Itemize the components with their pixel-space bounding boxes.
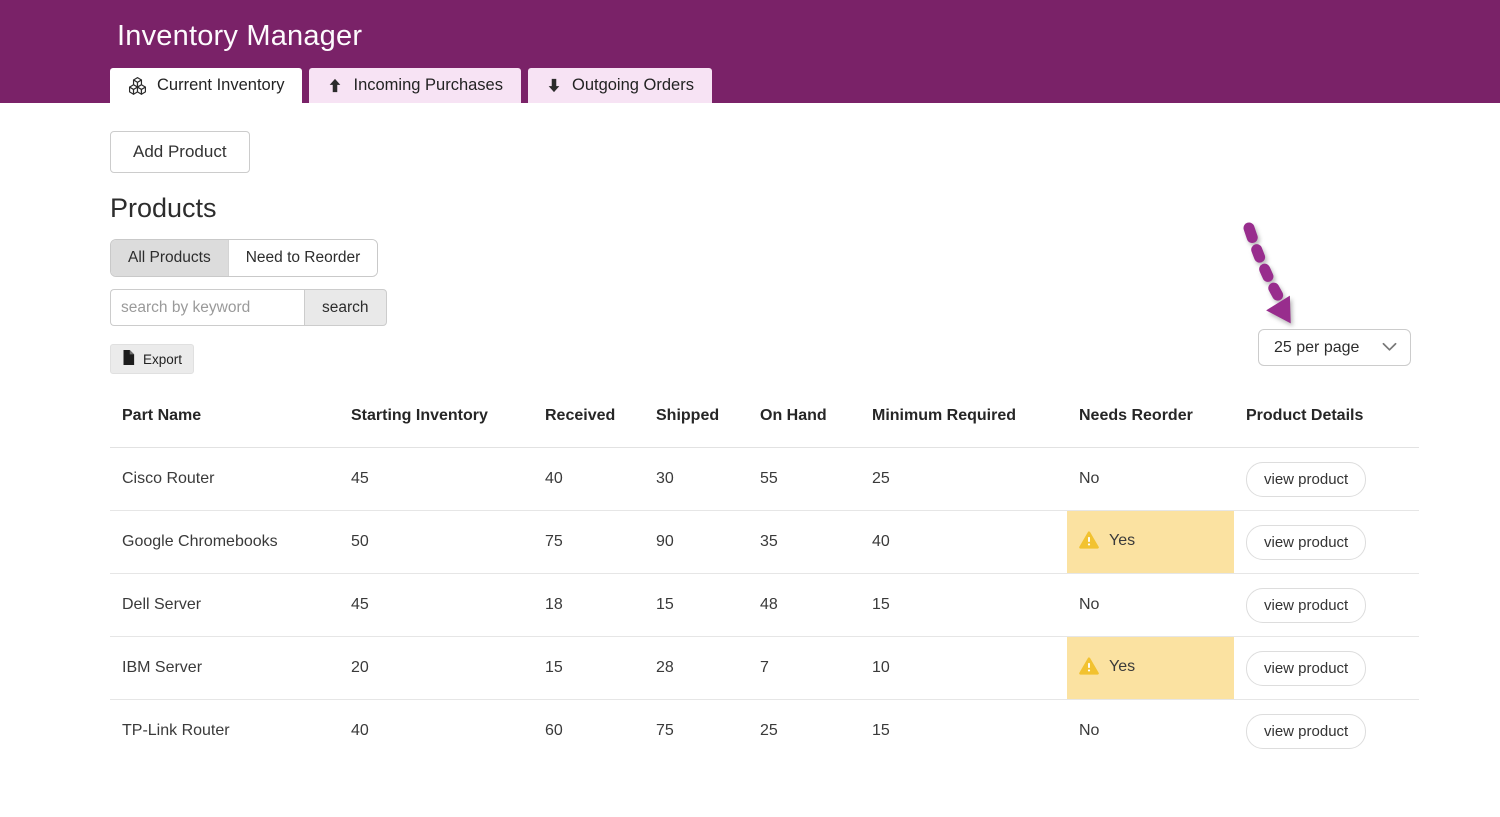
- cell-starting-inventory: 40: [339, 700, 533, 763]
- needs-reorder-value: No: [1079, 722, 1099, 739]
- table-row: TP-Link Router 40 60 75 25 15 No view pr…: [110, 700, 1419, 763]
- view-product-button[interactable]: view product: [1246, 651, 1366, 686]
- col-product-details: Product Details: [1234, 395, 1419, 448]
- warning-icon: [1079, 657, 1099, 680]
- cell-starting-inventory: 20: [339, 637, 533, 700]
- cell-part-name: Google Chromebooks: [110, 511, 339, 574]
- cell-minimum-required: 15: [860, 574, 1067, 637]
- view-product-button[interactable]: view product: [1246, 588, 1366, 623]
- app-title: Inventory Manager: [0, 0, 1500, 53]
- cell-product-details: view product: [1234, 637, 1419, 700]
- cell-minimum-required: 40: [860, 511, 1067, 574]
- cell-shipped: 15: [644, 574, 748, 637]
- needs-reorder-value: Yes: [1109, 532, 1135, 549]
- arrow-up-icon: [327, 77, 343, 94]
- filter-need-to-reorder-button[interactable]: Need to Reorder: [228, 240, 378, 276]
- cell-received: 75: [533, 511, 644, 574]
- file-icon: [122, 350, 135, 368]
- view-product-button[interactable]: view product: [1246, 525, 1366, 560]
- cell-on-hand: 7: [748, 637, 860, 700]
- export-button[interactable]: Export: [110, 344, 194, 374]
- cell-received: 40: [533, 448, 644, 511]
- product-filter-group: All Products Need to Reorder: [110, 239, 378, 277]
- col-received: Received: [533, 395, 644, 448]
- cell-part-name: TP-Link Router: [110, 700, 339, 763]
- cell-received: 60: [533, 700, 644, 763]
- search-input[interactable]: [110, 289, 304, 326]
- filter-all-products-button[interactable]: All Products: [111, 240, 228, 276]
- cell-needs-reorder: Yes: [1067, 637, 1234, 700]
- tab-label: Outgoing Orders: [572, 76, 694, 95]
- tab-current-inventory[interactable]: Current Inventory: [110, 68, 302, 110]
- table-body: Cisco Router 45 40 30 55 25 No view prod…: [110, 448, 1419, 763]
- cell-received: 18: [533, 574, 644, 637]
- cell-part-name: Dell Server: [110, 574, 339, 637]
- cell-received: 15: [533, 637, 644, 700]
- search-row: search: [110, 289, 374, 326]
- col-minimum-required: Minimum Required: [860, 395, 1067, 448]
- cell-needs-reorder: No: [1067, 448, 1234, 511]
- table-row: Google Chromebooks 50 75 90 35 40 Yes vi…: [110, 511, 1419, 574]
- table-row: IBM Server 20 15 28 7 10 Yes view produc…: [110, 637, 1419, 700]
- cell-starting-inventory: 45: [339, 448, 533, 511]
- cell-minimum-required: 10: [860, 637, 1067, 700]
- col-part-name: Part Name: [110, 395, 339, 448]
- warning-icon: [1079, 531, 1099, 554]
- cell-on-hand: 55: [748, 448, 860, 511]
- cell-shipped: 75: [644, 700, 748, 763]
- cell-product-details: view product: [1234, 448, 1419, 511]
- view-product-button[interactable]: view product: [1246, 462, 1366, 497]
- col-shipped: Shipped: [644, 395, 748, 448]
- per-page-select[interactable]: 25 per page: [1258, 329, 1411, 366]
- tab-outgoing-orders[interactable]: Outgoing Orders: [528, 68, 712, 103]
- tab-label: Current Inventory: [157, 76, 284, 95]
- cell-needs-reorder: No: [1067, 574, 1234, 637]
- main-content: Add Product Products All Products Need t…: [0, 103, 1500, 763]
- cell-starting-inventory: 50: [339, 511, 533, 574]
- needs-reorder-value: Yes: [1109, 658, 1135, 675]
- cell-minimum-required: 25: [860, 448, 1067, 511]
- search-button[interactable]: search: [304, 289, 387, 326]
- cell-on-hand: 48: [748, 574, 860, 637]
- view-product-button[interactable]: view product: [1246, 714, 1366, 749]
- cell-shipped: 90: [644, 511, 748, 574]
- per-page-value: 25 per page: [1274, 339, 1359, 357]
- cell-product-details: view product: [1234, 574, 1419, 637]
- arrow-down-icon: [546, 77, 562, 94]
- tab-bar: Current Inventory Incoming Purchases Out…: [110, 68, 712, 110]
- cell-shipped: 28: [644, 637, 748, 700]
- col-starting-inventory: Starting Inventory: [339, 395, 533, 448]
- col-needs-reorder: Needs Reorder: [1067, 395, 1234, 448]
- export-label: Export: [143, 352, 182, 367]
- table-row: Dell Server 45 18 15 48 15 No view produ…: [110, 574, 1419, 637]
- table-header-row: Part Name Starting Inventory Received Sh…: [110, 395, 1419, 448]
- cell-needs-reorder: No: [1067, 700, 1234, 763]
- cell-needs-reorder: Yes: [1067, 511, 1234, 574]
- cell-minimum-required: 15: [860, 700, 1067, 763]
- cubes-icon: [128, 76, 147, 95]
- needs-reorder-value: No: [1079, 596, 1099, 613]
- app-header: Inventory Manager Current Inventory Inco…: [0, 0, 1500, 103]
- inventory-manager-app: Inventory Manager Current Inventory Inco…: [0, 0, 1500, 817]
- table-row: Cisco Router 45 40 30 55 25 No view prod…: [110, 448, 1419, 511]
- cell-product-details: view product: [1234, 700, 1419, 763]
- needs-reorder-value: No: [1079, 470, 1099, 487]
- cell-part-name: Cisco Router: [110, 448, 339, 511]
- chevron-down-icon: [1382, 339, 1397, 357]
- cell-shipped: 30: [644, 448, 748, 511]
- page-title: Products: [110, 193, 1500, 224]
- cell-product-details: view product: [1234, 511, 1419, 574]
- inventory-table: Part Name Starting Inventory Received Sh…: [110, 395, 1419, 763]
- add-product-button[interactable]: Add Product: [110, 131, 250, 173]
- cell-on-hand: 35: [748, 511, 860, 574]
- col-on-hand: On Hand: [748, 395, 860, 448]
- tab-label: Incoming Purchases: [353, 76, 503, 95]
- cell-part-name: IBM Server: [110, 637, 339, 700]
- tab-incoming-purchases[interactable]: Incoming Purchases: [309, 68, 521, 103]
- cell-starting-inventory: 45: [339, 574, 533, 637]
- cell-on-hand: 25: [748, 700, 860, 763]
